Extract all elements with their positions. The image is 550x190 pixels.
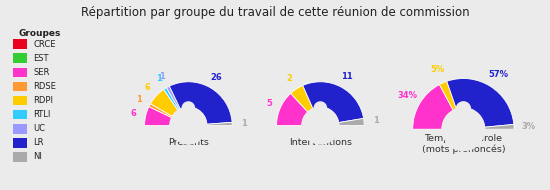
Text: SER: SER <box>34 68 50 77</box>
Text: Interventions: Interventions <box>289 138 352 147</box>
Wedge shape <box>150 89 178 116</box>
FancyBboxPatch shape <box>13 152 27 162</box>
FancyBboxPatch shape <box>13 124 27 134</box>
Polygon shape <box>387 129 540 170</box>
Text: 5: 5 <box>266 99 272 108</box>
Wedge shape <box>145 107 172 126</box>
Text: 1: 1 <box>136 95 142 104</box>
Circle shape <box>454 118 472 136</box>
Text: Groupes: Groupes <box>18 29 60 38</box>
Circle shape <box>180 116 196 131</box>
Text: EST: EST <box>34 54 49 63</box>
Wedge shape <box>447 78 514 127</box>
Text: 5%: 5% <box>430 65 444 74</box>
FancyBboxPatch shape <box>13 138 27 148</box>
Wedge shape <box>277 93 308 126</box>
Circle shape <box>170 107 207 144</box>
Text: Répartition par groupe du travail de cette réunion de commission: Répartition par groupe du travail de cet… <box>81 6 469 19</box>
Text: NI: NI <box>34 152 42 161</box>
Circle shape <box>456 102 470 116</box>
FancyBboxPatch shape <box>13 39 27 49</box>
Text: 2: 2 <box>287 74 293 83</box>
Text: 1: 1 <box>241 119 248 128</box>
Text: RDPI: RDPI <box>34 96 53 105</box>
Polygon shape <box>255 126 386 161</box>
Text: 11: 11 <box>341 72 353 81</box>
FancyBboxPatch shape <box>13 82 27 91</box>
Wedge shape <box>167 86 180 110</box>
Text: Temps de parole
(mots prononcés): Temps de parole (mots prononcés) <box>421 134 505 154</box>
FancyBboxPatch shape <box>13 68 27 77</box>
Text: 1: 1 <box>159 71 165 81</box>
FancyBboxPatch shape <box>13 96 27 105</box>
Polygon shape <box>450 109 476 134</box>
Circle shape <box>182 102 195 114</box>
Text: LR: LR <box>34 138 44 147</box>
Text: 34%: 34% <box>398 91 417 100</box>
Polygon shape <box>310 108 331 130</box>
Wedge shape <box>485 124 514 129</box>
Polygon shape <box>178 108 199 130</box>
Wedge shape <box>412 85 453 129</box>
Text: 26: 26 <box>211 73 222 82</box>
Text: 6: 6 <box>144 83 150 92</box>
Polygon shape <box>123 126 254 161</box>
FancyBboxPatch shape <box>13 53 27 63</box>
Text: 1: 1 <box>373 116 379 125</box>
Text: 57%: 57% <box>488 70 508 79</box>
FancyBboxPatch shape <box>13 110 27 120</box>
Wedge shape <box>339 118 364 126</box>
Text: CRCE: CRCE <box>34 40 56 49</box>
Text: RTLI: RTLI <box>34 110 51 119</box>
Circle shape <box>312 116 328 131</box>
Wedge shape <box>302 82 364 123</box>
Circle shape <box>314 102 327 114</box>
Text: 3%: 3% <box>521 122 535 131</box>
Wedge shape <box>164 88 179 110</box>
Wedge shape <box>207 122 232 126</box>
Text: RDSE: RDSE <box>34 82 56 91</box>
Wedge shape <box>291 86 313 112</box>
Text: 6: 6 <box>131 109 136 118</box>
Text: 1: 1 <box>156 74 162 83</box>
Text: UC: UC <box>34 124 46 133</box>
Text: Présents: Présents <box>168 138 209 147</box>
Wedge shape <box>169 82 232 124</box>
Circle shape <box>302 107 339 144</box>
Wedge shape <box>439 81 456 110</box>
Wedge shape <box>149 104 173 118</box>
Circle shape <box>442 108 485 150</box>
